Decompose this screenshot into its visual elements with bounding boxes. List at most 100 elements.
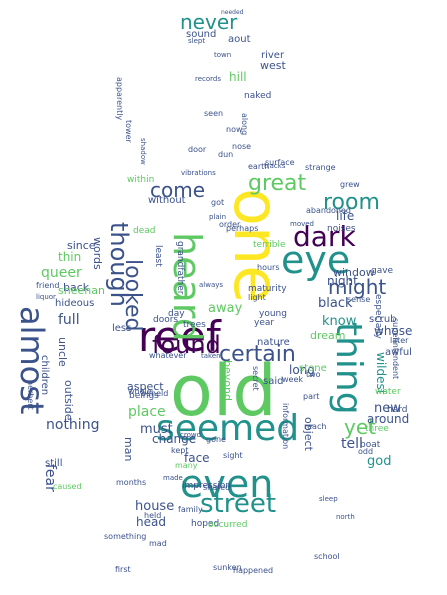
- word: seen: [204, 109, 224, 118]
- word: impression: [182, 481, 232, 491]
- word: earth: [248, 162, 270, 171]
- word: hill: [229, 70, 247, 84]
- word: shared: [203, 483, 231, 492]
- word: looked: [120, 259, 145, 332]
- word: records: [195, 75, 222, 83]
- word: river: [261, 50, 285, 61]
- word: mad: [149, 539, 167, 548]
- word: within: [127, 175, 155, 185]
- word: great: [248, 171, 307, 196]
- word: order: [219, 220, 241, 229]
- word: three: [365, 424, 389, 434]
- word: must: [140, 422, 173, 437]
- word: grew: [340, 180, 360, 189]
- word: sleep: [319, 495, 338, 503]
- word: never: [180, 10, 238, 34]
- word: made: [163, 474, 183, 482]
- word: year: [254, 318, 275, 328]
- word: dun: [218, 150, 234, 159]
- word: light: [248, 293, 266, 302]
- word: day: [168, 309, 185, 319]
- word: first: [115, 565, 131, 574]
- word: terrible: [253, 240, 286, 250]
- word: awful: [385, 347, 412, 358]
- word: gone: [206, 435, 226, 444]
- word: boat: [360, 440, 381, 450]
- word: beings: [129, 391, 159, 401]
- word: aspect: [127, 380, 164, 393]
- word: man: [122, 437, 135, 462]
- word: slept: [188, 37, 206, 45]
- word: dead: [133, 226, 156, 236]
- word: dark: [293, 220, 356, 253]
- word: tell: [341, 436, 363, 452]
- word: certain: [219, 342, 296, 367]
- word: sight: [223, 451, 243, 460]
- word: whatever: [149, 351, 187, 360]
- word: whole: [128, 387, 152, 396]
- word: part: [303, 392, 320, 401]
- word: away: [208, 301, 243, 316]
- word: family: [178, 505, 203, 514]
- word: nose: [232, 142, 252, 151]
- word: noises: [327, 224, 356, 234]
- word: new: [374, 401, 401, 416]
- word: come: [150, 178, 206, 202]
- word: street: [200, 489, 277, 519]
- word: sunken: [213, 563, 242, 572]
- word: grandfather: [175, 241, 185, 295]
- word: hours: [257, 263, 280, 272]
- word: always: [199, 281, 224, 289]
- word: got: [211, 198, 225, 207]
- word: dream: [310, 329, 346, 342]
- word: said: [263, 376, 284, 387]
- word: without: [148, 195, 186, 206]
- word: seemed: [156, 408, 300, 449]
- word: sound: [186, 29, 217, 40]
- word: face: [184, 451, 210, 465]
- word: know: [322, 314, 357, 329]
- word: occurred: [208, 520, 248, 530]
- word: hard: [387, 405, 408, 415]
- word: gave: [371, 266, 394, 276]
- word: taken: [201, 352, 221, 360]
- word: beheld: [141, 389, 169, 398]
- word: thin: [58, 250, 82, 264]
- word: liquor: [36, 293, 56, 301]
- word: plain: [209, 213, 227, 221]
- word: surface: [265, 158, 295, 167]
- word: house: [135, 499, 175, 514]
- word: uncle: [56, 337, 69, 367]
- word: might: [328, 275, 387, 299]
- word: shadow: [139, 138, 147, 165]
- word: herbert: [26, 380, 35, 410]
- word: sense: [347, 295, 371, 304]
- word: old: [170, 350, 277, 432]
- word: head: [136, 515, 166, 529]
- word: place: [128, 404, 166, 420]
- word: least: [153, 245, 163, 267]
- word: beyond: [221, 360, 234, 401]
- word: black: [318, 296, 353, 311]
- word: reach: [304, 422, 327, 431]
- word: room: [323, 190, 380, 215]
- word: friend: [36, 281, 60, 290]
- word: scrub: [369, 314, 397, 325]
- word: window: [333, 266, 375, 279]
- word: young: [259, 309, 287, 319]
- word: door: [188, 145, 207, 154]
- word: around: [367, 412, 410, 426]
- word: stone: [299, 363, 327, 374]
- word: moved: [290, 220, 314, 228]
- word: nothing: [46, 417, 100, 433]
- word: found: [152, 331, 221, 359]
- word: back: [63, 281, 90, 294]
- word: along: [240, 113, 249, 136]
- word: vibrations: [181, 169, 216, 177]
- word: west: [260, 59, 286, 72]
- word: still: [45, 458, 63, 469]
- word: caused: [53, 482, 82, 491]
- word: superintendent: [391, 318, 400, 380]
- word: since: [67, 239, 96, 252]
- word: perhaps: [226, 224, 259, 233]
